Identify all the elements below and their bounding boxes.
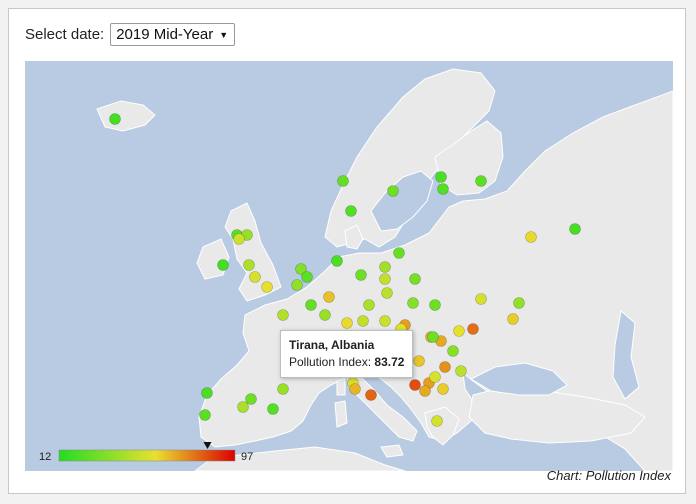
city-point[interactable] <box>475 175 487 187</box>
sicily-shape <box>380 444 404 458</box>
city-point[interactable] <box>429 371 441 383</box>
baltic-sea <box>370 170 434 232</box>
denmark-shape <box>344 224 364 250</box>
city-point[interactable] <box>409 273 421 285</box>
city-point[interactable] <box>427 331 439 343</box>
city-point[interactable] <box>345 205 357 217</box>
europe-map-svg[interactable]: 12 97 <box>25 61 673 471</box>
legend-max-label: 97 <box>241 451 253 463</box>
city-point[interactable] <box>363 299 375 311</box>
city-tooltip: Tirana, Albania Pollution Index: 83.72 <box>280 330 414 378</box>
iceland-shape <box>96 100 156 132</box>
date-select-value: 2019 Mid-Year <box>116 26 214 43</box>
city-point[interactable] <box>381 287 393 299</box>
legend-min-label: 12 <box>39 451 51 463</box>
city-point[interactable] <box>407 297 419 309</box>
city-point[interactable] <box>341 317 353 329</box>
city-point[interactable] <box>447 345 459 357</box>
city-point[interactable] <box>233 233 245 245</box>
city-point[interactable] <box>409 379 421 391</box>
city-point[interactable] <box>379 315 391 327</box>
city-point[interactable] <box>439 361 451 373</box>
city-point[interactable] <box>467 323 479 335</box>
tooltip-metric-value: 83.72 <box>374 355 405 369</box>
color-legend: 12 97 <box>39 442 253 463</box>
city-point[interactable] <box>237 401 249 413</box>
city-point[interactable] <box>199 409 211 421</box>
city-point[interactable] <box>419 385 431 397</box>
city-point[interactable] <box>357 315 369 327</box>
city-point[interactable] <box>319 309 331 321</box>
city-point[interactable] <box>323 291 335 303</box>
city-point[interactable] <box>109 113 121 125</box>
tooltip-metric-label: Pollution Index: <box>289 355 372 369</box>
city-point[interactable] <box>513 297 525 309</box>
city-point[interactable] <box>261 281 273 293</box>
city-point[interactable] <box>429 299 441 311</box>
tooltip-metric-row: Pollution Index: 83.72 <box>289 354 404 371</box>
city-point[interactable] <box>379 261 391 273</box>
city-point[interactable] <box>475 293 487 305</box>
dropdown-arrow-icon: ▼ <box>219 29 229 40</box>
city-point[interactable] <box>437 183 449 195</box>
legend-gradient <box>58 449 236 462</box>
city-point[interactable] <box>387 185 399 197</box>
scandinavia-shape <box>324 68 496 248</box>
corsica-shape <box>336 378 346 396</box>
city-point[interactable] <box>301 271 313 283</box>
city-point[interactable] <box>337 175 349 187</box>
city-point[interactable] <box>277 309 289 321</box>
chart-frame: Select date: 2019 Mid-Year ▼ <box>8 8 686 494</box>
city-point[interactable] <box>349 383 361 395</box>
city-point[interactable] <box>365 389 377 401</box>
city-point[interactable] <box>393 247 405 259</box>
city-point[interactable] <box>507 313 519 325</box>
city-point[interactable] <box>355 269 367 281</box>
city-point[interactable] <box>217 259 229 271</box>
city-point[interactable] <box>245 393 257 405</box>
chart-caption: Chart: Pollution Index <box>546 468 671 483</box>
date-select[interactable]: 2019 Mid-Year ▼ <box>110 23 236 46</box>
city-point[interactable] <box>437 383 449 395</box>
black-sea <box>469 362 568 396</box>
city-point[interactable] <box>413 355 425 367</box>
date-control: Select date: 2019 Mid-Year ▼ <box>25 23 236 46</box>
city-point[interactable] <box>243 259 255 271</box>
tooltip-city: Tirana, Albania <box>289 338 375 352</box>
city-point[interactable] <box>453 325 465 337</box>
city-point[interactable] <box>455 365 467 377</box>
italy-shape <box>346 374 418 442</box>
city-point[interactable] <box>201 387 213 399</box>
date-label: Select date: <box>25 26 105 43</box>
legend-marker-icon <box>203 442 212 449</box>
greece-shape <box>424 406 460 446</box>
caspian-sea <box>612 310 640 400</box>
city-point[interactable] <box>569 223 581 235</box>
city-point[interactable] <box>431 415 443 427</box>
city-point[interactable] <box>295 263 307 275</box>
finland-shape <box>434 120 504 196</box>
map[interactable]: 12 97 Tirana, Albania Pollution Index: 8… <box>25 61 673 471</box>
city-point[interactable] <box>267 403 279 415</box>
great-britain-shape <box>224 202 282 302</box>
city-point[interactable] <box>291 279 303 291</box>
sardinia-shape <box>334 400 348 428</box>
city-point[interactable] <box>277 383 289 395</box>
city-point[interactable] <box>435 171 447 183</box>
city-point[interactable] <box>525 231 537 243</box>
city-point[interactable] <box>305 299 317 311</box>
city-point[interactable] <box>249 271 261 283</box>
city-point[interactable] <box>379 273 391 285</box>
city-point[interactable] <box>331 255 343 267</box>
